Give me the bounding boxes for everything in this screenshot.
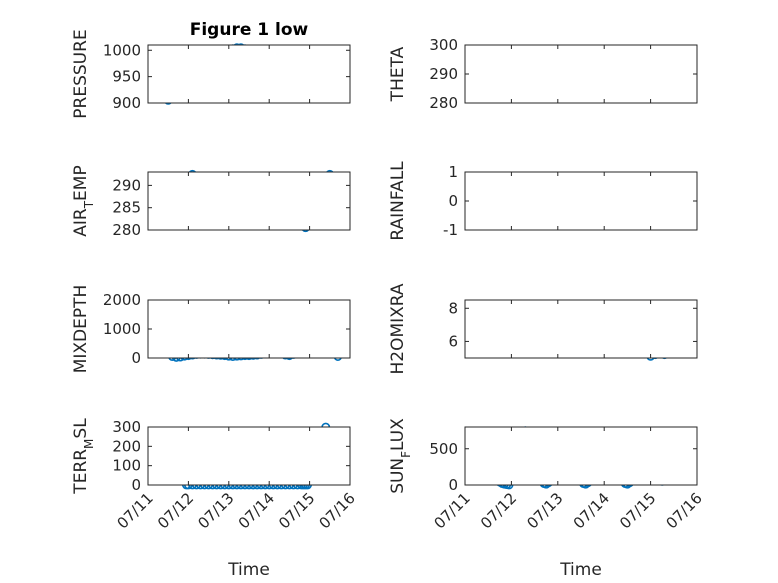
chart-title: Figure 1 low [190, 20, 309, 40]
y-tick-label: 1 [448, 163, 458, 181]
y-tick-label: 1000 [103, 41, 141, 59]
x-tick-label: 07/15 [616, 489, 659, 532]
x-tick-label: 07/13 [194, 489, 237, 532]
axes-frame [147, 171, 351, 231]
y-tick-label: 300 [429, 36, 458, 54]
x-tick-label: 07/11 [431, 489, 474, 532]
subplot-air-temp: 280 285 290 AIRTEMP [71, 165, 351, 239]
y-tick-label: -1 [443, 221, 458, 239]
x-tick-label: 07/16 [316, 489, 359, 532]
y-tick-label: 2000 [103, 291, 141, 309]
y-tick-label: 0 [131, 476, 141, 494]
x-tick-label: 07/12 [154, 489, 197, 532]
x-axis-label: Time [227, 560, 270, 580]
subplot-terr-msl: 0100200300TERRMSL07/1107/1207/1307/1407/… [71, 418, 359, 580]
y-tick-label: 950 [112, 68, 141, 86]
y-tick-label: 200 [112, 437, 141, 455]
axes-frame [147, 44, 351, 104]
y-axis-label: SUNFLUX [388, 418, 413, 494]
axes-frame [147, 426, 351, 486]
y-tick-label: 300 [112, 418, 141, 436]
y-axis-label: THETA [388, 46, 408, 102]
x-tick-label: 07/11 [114, 489, 157, 532]
y-tick-label: 1000 [103, 320, 141, 338]
y-axis-label: H2OMIXRA [388, 283, 408, 374]
subplot-rainfall: -1 0 1 RAINFALL [388, 161, 698, 241]
y-axis-label: PRESSURE [71, 29, 91, 118]
subplot-mixdepth: 0 1000 2000 MIXDEPTH [71, 285, 351, 374]
axes-frame [464, 171, 698, 231]
subplot-h2omixra: 6 8 H2OMIXRA [388, 283, 698, 375]
x-tick-label: 07/15 [275, 489, 318, 532]
x-tick-label: 07/16 [663, 489, 706, 532]
axes-frame [464, 44, 698, 104]
axes-frame [464, 299, 698, 359]
y-axis-label: MIXDEPTH [71, 285, 91, 374]
x-tick-label: 07/14 [570, 489, 613, 532]
y-axis-label: RAINFALL [388, 161, 408, 241]
y-tick-label: 285 [112, 199, 141, 217]
x-tick-label: 07/12 [477, 489, 520, 532]
subplot-theta: 280 290 300 THETA [388, 36, 698, 112]
y-tick-label: 100 [112, 457, 141, 475]
y-tick-label: 8 [448, 299, 458, 317]
y-tick-label: 0 [448, 192, 458, 210]
y-tick-label: 0 [131, 349, 141, 367]
axes-frame [147, 299, 351, 359]
x-tick-label: 07/13 [523, 489, 566, 532]
x-tick-label: 07/14 [235, 489, 278, 532]
axes-frame [464, 426, 698, 486]
y-tick-label: 280 [112, 221, 141, 239]
y-tick-label: 290 [429, 65, 458, 83]
y-tick-label: 280 [429, 94, 458, 112]
y-axis-label: AIRTEMP [71, 165, 96, 236]
y-tick-label: 290 [112, 176, 141, 194]
y-tick-label: 900 [112, 94, 141, 112]
y-axis-label: TERRMSL [71, 418, 96, 495]
subplot-sun-flux: 0 500 SUNFLUX 07/11 07/12 07/13 07/14 07/15 07/1… [388, 418, 706, 580]
y-tick-label: 0 [448, 476, 458, 494]
y-tick-label: 500 [429, 440, 458, 458]
subplot-pressure: 900 950 1000 PRESSURE Figure 1 low [71, 20, 351, 119]
y-tick-label: 6 [448, 332, 458, 350]
x-axis-label: Time [559, 560, 602, 580]
